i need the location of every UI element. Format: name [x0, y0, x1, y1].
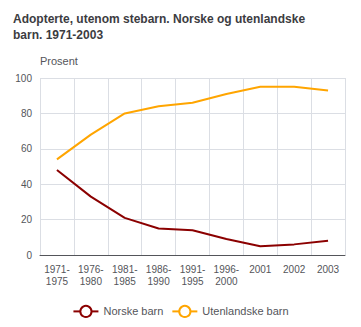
svg-text:100: 100 — [15, 73, 32, 84]
svg-text:20: 20 — [21, 214, 33, 225]
svg-text:1986-: 1986- — [146, 264, 172, 275]
svg-text:Norske barn: Norske barn — [103, 305, 163, 317]
svg-text:2000: 2000 — [215, 276, 238, 287]
svg-text:1991-: 1991- — [180, 264, 206, 275]
svg-text:1980: 1980 — [80, 276, 103, 287]
svg-text:Adopterte, utenom stebarn. Nor: Adopterte, utenom stebarn. Norske og ute… — [13, 12, 305, 26]
svg-text:2002: 2002 — [283, 264, 306, 275]
svg-text:1976-: 1976- — [78, 264, 104, 275]
svg-text:80: 80 — [21, 108, 33, 119]
svg-text:1990: 1990 — [147, 276, 170, 287]
svg-text:40: 40 — [21, 179, 33, 190]
svg-text:60: 60 — [21, 143, 33, 154]
svg-text:Prosent: Prosent — [40, 55, 78, 67]
svg-text:barn. 1971-2003: barn. 1971-2003 — [13, 28, 103, 42]
svg-text:1985: 1985 — [114, 276, 137, 287]
svg-text:2003: 2003 — [317, 264, 340, 275]
svg-text:1975: 1975 — [46, 276, 69, 287]
svg-text:0: 0 — [26, 250, 32, 261]
svg-text:1971-: 1971- — [44, 264, 70, 275]
svg-text:Utenlandske barn: Utenlandske barn — [202, 305, 288, 317]
svg-text:1995: 1995 — [181, 276, 204, 287]
svg-text:1996-: 1996- — [214, 264, 240, 275]
svg-text:2001: 2001 — [249, 264, 272, 275]
svg-text:1981-: 1981- — [112, 264, 138, 275]
